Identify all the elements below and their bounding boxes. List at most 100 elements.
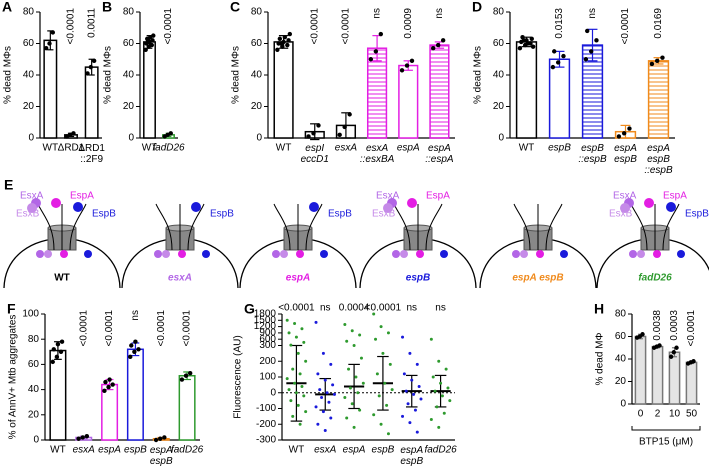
- data-point: [102, 388, 107, 394]
- y-tick-label: 300: [259, 340, 276, 351]
- bar: [515, 41, 538, 139]
- error-bar: [587, 28, 598, 62]
- y-tick-label: 20: [251, 101, 263, 112]
- data-point: [320, 395, 324, 399]
- data-point: [129, 343, 134, 348]
- bar: [43, 39, 58, 139]
- data-point: [325, 391, 329, 395]
- data-point: [51, 347, 56, 352]
- data-point: [525, 41, 531, 46]
- p-value: <0.0001: [309, 8, 320, 45]
- x-tick-label: WT: [142, 143, 158, 154]
- data-point: [668, 354, 674, 359]
- data-point: [286, 38, 291, 43]
- data-point: [277, 36, 283, 41]
- p-value: <0.0001: [78, 310, 89, 347]
- data-point: [415, 362, 419, 366]
- protein-label: EspA: [426, 191, 450, 202]
- data-point: [517, 46, 523, 51]
- data-point: [103, 379, 108, 385]
- panel-label: E: [4, 177, 13, 193]
- data-point: [316, 123, 321, 128]
- data-point: [356, 391, 360, 395]
- data-point: [446, 386, 450, 390]
- y-tick-label: 40: [28, 384, 40, 395]
- data-point: [429, 418, 433, 422]
- secretion-arrow: [305, 203, 323, 251]
- data-point: [289, 343, 293, 347]
- y-tick-label: 0: [498, 133, 504, 144]
- y-axis-title: % dead MΦs: [3, 46, 14, 104]
- data-point: [388, 362, 392, 366]
- panel-label: C: [230, 0, 240, 15]
- y-tick-label: 0: [33, 435, 39, 446]
- y-tick-label: 0: [128, 133, 134, 144]
- data-point: [550, 64, 556, 70]
- y-tick-label: 600: [259, 334, 276, 345]
- data-point: [136, 347, 141, 352]
- y-tick-label: 80: [615, 309, 627, 320]
- data-point: [329, 416, 333, 420]
- data-point: [183, 373, 189, 378]
- y-tick-label: 60: [251, 38, 263, 49]
- cytoplasm-protein: [440, 250, 448, 258]
- bar: [273, 41, 294, 139]
- data-point: [358, 333, 362, 337]
- protein-label: EspA: [70, 191, 94, 202]
- data-point: [287, 388, 291, 392]
- x-tick-label: WT: [289, 445, 305, 456]
- secreted-protein: [51, 198, 61, 208]
- x-tick-label: esxA: [335, 143, 358, 154]
- y-tick-label: 0: [270, 387, 276, 398]
- data-point: [50, 30, 56, 35]
- x-tick-label: ΔRD1: [58, 143, 85, 154]
- p-value: 0.0153: [554, 8, 565, 39]
- data-point: [342, 124, 347, 130]
- data-point: [332, 392, 336, 396]
- data-point: [296, 403, 300, 407]
- y-tick-label: 40: [23, 70, 35, 81]
- bar: [178, 374, 196, 441]
- error-bar: [319, 377, 332, 411]
- secretion-arrow: [393, 203, 411, 251]
- y-tick-label: 200: [259, 356, 276, 367]
- cytoplasm-protein: [60, 250, 68, 258]
- secretion-arrow: [273, 203, 291, 251]
- secreted-protein: [644, 198, 654, 208]
- data-point: [616, 134, 622, 139]
- p-value: <0.0001: [163, 8, 174, 45]
- x-tick-label: espA espB: [400, 445, 423, 467]
- error-bar: [377, 355, 389, 411]
- data-point: [291, 367, 295, 371]
- y-tick-label: 20: [23, 101, 35, 112]
- data-point: [404, 389, 408, 393]
- error-bar: [348, 363, 360, 410]
- y-tick-label: 40: [251, 70, 263, 81]
- data-point: [323, 378, 327, 382]
- data-point: [47, 41, 52, 46]
- y-axis-title: % dead MΦ: [595, 332, 606, 385]
- data-point: [430, 46, 436, 51]
- bar: [651, 345, 664, 405]
- protein-label: EspB: [92, 209, 116, 220]
- data-point: [429, 337, 433, 341]
- cytoplasm-protein: [520, 250, 528, 258]
- data-point: [143, 47, 148, 52]
- cytoplasm-protein: [536, 250, 544, 258]
- data-point: [275, 47, 280, 52]
- p-value: <0.0001: [365, 303, 402, 314]
- data-point: [386, 331, 390, 335]
- data-point: [555, 60, 561, 65]
- x-tick-label: espA: [397, 143, 420, 154]
- p-value: <0.0001: [686, 310, 697, 347]
- data-point: [285, 318, 289, 322]
- data-point: [649, 61, 655, 67]
- data-point: [158, 436, 163, 441]
- p-value: ns: [406, 303, 417, 314]
- secreted-protein: [620, 203, 630, 213]
- data-point: [379, 325, 383, 329]
- data-point: [304, 359, 308, 363]
- data-point: [306, 134, 311, 139]
- data-point: [300, 384, 304, 388]
- panel-label: G: [244, 301, 255, 317]
